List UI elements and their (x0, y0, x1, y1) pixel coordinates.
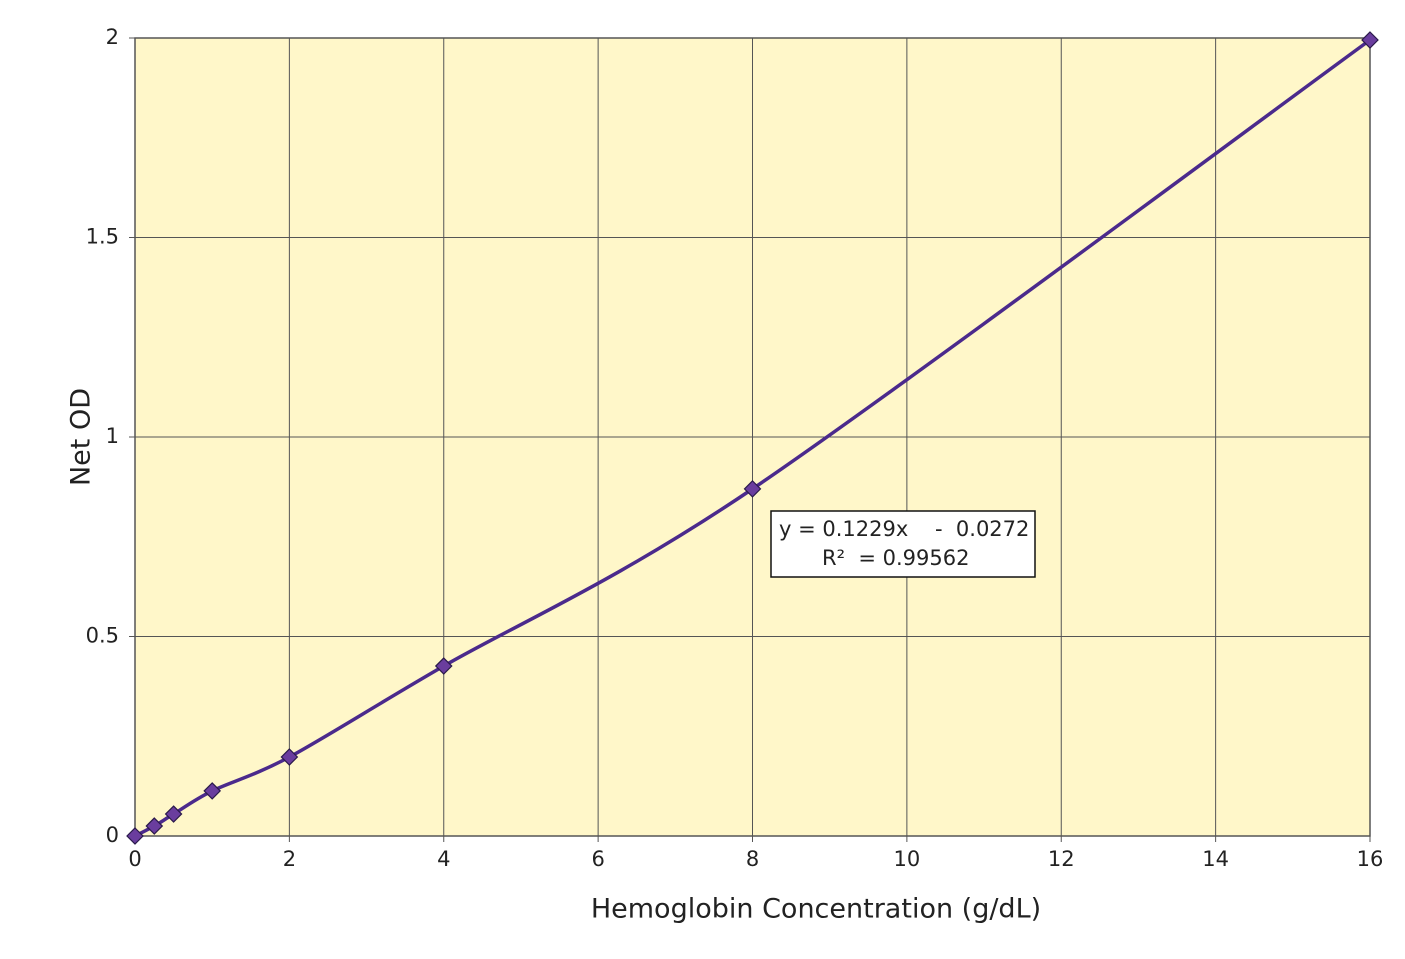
x-tick-label: 6 (591, 847, 604, 871)
x-tick-label: 8 (746, 847, 759, 871)
marker (1361, 31, 1379, 49)
x-tick-label: 2 (283, 847, 296, 871)
annotation: y = 0.1229x - 0.0272 (779, 517, 1029, 541)
x-tick-label: 12 (1048, 847, 1075, 871)
y-tick-label: 0.5 (86, 624, 119, 648)
y-tick-label: 1.5 (86, 225, 119, 249)
x-tick-label: 16 (1357, 847, 1384, 871)
x-tick-label: 4 (437, 847, 450, 871)
y-axis-label: Net OD (66, 388, 97, 486)
annotation: R² = 0.99562 (822, 546, 969, 570)
marker (145, 817, 164, 835)
y-tick-label: 1 (106, 424, 119, 448)
marker (164, 805, 183, 823)
x-tick-label: 14 (1202, 847, 1229, 871)
y-tick-label: 0 (106, 823, 119, 847)
marker (280, 748, 299, 766)
x-tick-label: 0 (128, 847, 141, 871)
x-tick-label: 10 (894, 847, 921, 871)
x-axis-label: Hemoglobin Concentration (g/dL) (591, 894, 1041, 925)
y-tick-label: 2 (106, 25, 119, 49)
annotation-box (770, 510, 1036, 578)
marker (126, 827, 144, 845)
marker (743, 480, 762, 498)
plot-border (134, 37, 1371, 837)
marker (434, 657, 453, 675)
marker (203, 782, 222, 800)
